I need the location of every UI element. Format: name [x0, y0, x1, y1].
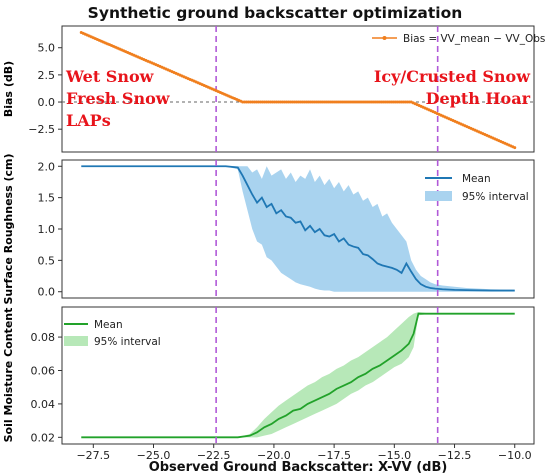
annotation-laps: LAPs [66, 111, 111, 130]
soil-moisture-panel: 0.08 0.06 0.04 0.02 Soil Moisture Content M… [2, 306, 535, 445]
soil-moisture-y-label: Soil Moisture Content [2, 308, 15, 443]
y-tick-label: 5.0 [38, 42, 56, 55]
x-axis-label: Observed Ground Backscatter: X-VV (dB) [149, 460, 448, 475]
bias-plot-frame [61, 25, 535, 153]
bias-y-label: Bias (dB) [2, 61, 15, 117]
soil-moisture-y-ticks: 0.08 0.06 0.04 0.02 [31, 331, 62, 444]
roughness-series [81, 165, 515, 292]
roughness-panel: 2.0 1.5 1.0 0.5 0.0 Surface Roughness (cm) M… [2, 153, 535, 305]
y-tick-label: 0.06 [31, 364, 56, 377]
x-tick-label: −20.0 [257, 449, 291, 462]
y-tick-label: 1.0 [38, 223, 56, 236]
x-tick-label: −25.0 [137, 449, 171, 462]
y-tick-label: 0.5 [38, 254, 56, 267]
roughness-y-ticks: 2.0 1.5 1.0 0.5 0.0 [38, 160, 62, 299]
y-tick-label: 0.08 [31, 331, 56, 344]
y-tick-label: 1.5 [38, 192, 56, 205]
y-tick-label: 0.04 [31, 398, 56, 411]
bias-series [79, 31, 517, 150]
bias-marker [513, 146, 517, 150]
soil-moisture-series [81, 312, 515, 439]
soil-legend-mean-label: Mean [94, 319, 123, 331]
roughness-legend-mean-label: Mean [462, 173, 491, 185]
roughness-vertical-lines [215, 160, 439, 298]
x-tick-label: −22.5 [197, 449, 231, 462]
y-tick-label: −2.5 [28, 123, 55, 136]
soil-legend-band-swatch [64, 336, 88, 346]
chart-title: Synthetic ground backscatter optimizatio… [88, 4, 463, 22]
y-tick-label: 0.0 [38, 286, 56, 299]
roughness-legend-band-label: 95% interval [462, 191, 529, 203]
soil-moisture-plot-frame [61, 306, 535, 445]
soil-moisture-interval-band [81, 312, 515, 438]
x-tick-label: −12.5 [438, 449, 472, 462]
soil-moisture-mean-line [81, 312, 515, 439]
bias-panel: 5.0 2.5 0.0 −2.5 Bias (dB) Bias = VV_mean −… [2, 25, 545, 153]
annotation-fresh-snow: Fresh Snow [66, 89, 171, 108]
soil-legend-band-label: 95% interval [94, 336, 161, 348]
y-tick-label: 0.0 [38, 96, 56, 109]
x-tick-label: −10.0 [498, 449, 532, 462]
y-tick-label: 0.02 [31, 431, 56, 444]
roughness-y-label: Surface Roughness (cm) [2, 153, 15, 304]
y-tick-label: 2.5 [38, 69, 56, 82]
x-tick-label: −15.0 [377, 449, 411, 462]
bias-vertical-lines [215, 26, 439, 152]
roughness-mean-line [81, 165, 515, 292]
bias-legend: Bias = VV_mean − VV_Obs [372, 33, 545, 45]
x-tick-label: −17.5 [317, 449, 351, 462]
soil-moisture-vertical-lines [215, 307, 439, 444]
y-tick-label: 2.0 [38, 160, 56, 173]
x-axis: −27.5 −25.0 −22.5 −20.0 −17.5 −15.0 −12.5 −10.0 [76, 444, 532, 462]
soil-moisture-legend: Mean 95% interval [64, 319, 161, 348]
roughness-legend-band-swatch [425, 191, 452, 201]
bias-legend-marker [382, 36, 387, 40]
annotation-depth-hoar: Depth Hoar [426, 89, 531, 108]
bias-legend-label: Bias = VV_mean − VV_Obs [403, 33, 545, 45]
annotation-wet-snow: Wet Snow [65, 67, 155, 86]
x-tick-label: −27.5 [76, 449, 110, 462]
annotation-icy-crusted-snow: Icy/Crusted Snow [374, 67, 531, 86]
bias-y-ticks: 5.0 2.5 0.0 −2.5 [28, 42, 62, 136]
roughness-legend: Mean 95% interval [425, 173, 529, 203]
roughness-interval-band [81, 166, 515, 292]
